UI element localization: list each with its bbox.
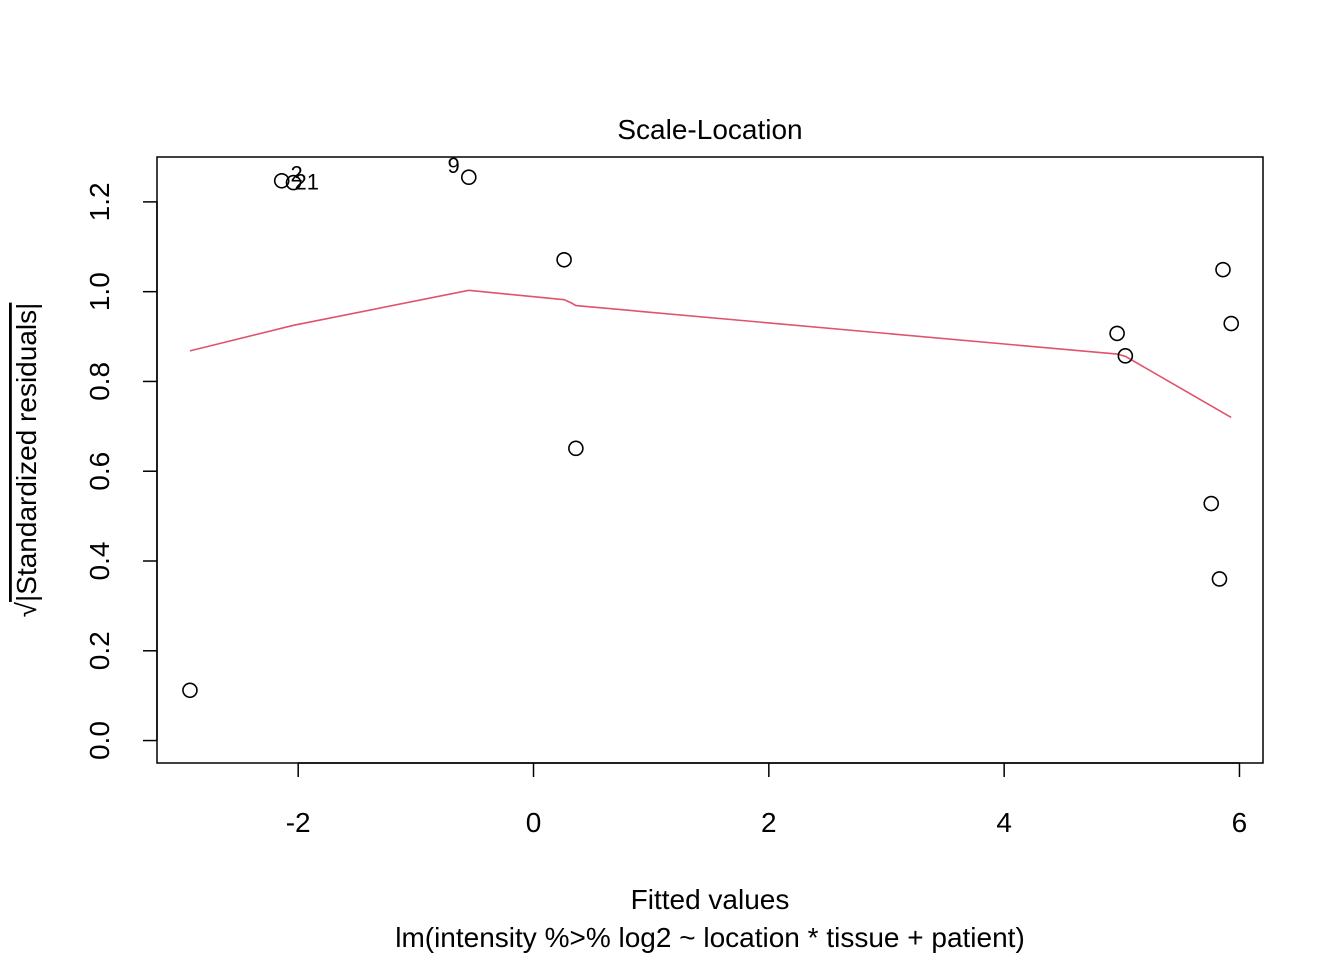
data-point: [1203, 495, 1220, 512]
data-point: [568, 440, 584, 457]
y-tick-label: 0.0: [84, 721, 115, 760]
y-tick-label: 1.2: [84, 182, 115, 221]
data-point: [182, 682, 198, 699]
x-tick-label: 4: [996, 807, 1012, 838]
smooth-line: [189, 289, 1232, 419]
y-tick-label: 0.8: [84, 362, 115, 401]
chart-title: Scale-Location: [617, 114, 802, 145]
data-point: [1211, 571, 1228, 587]
points-group: [182, 169, 1240, 699]
data-point: [460, 169, 477, 185]
x-tick-label: -2: [286, 807, 311, 838]
chart-subtitle: lm(intensity %>% log2 ~ location * tissu…: [395, 922, 1025, 953]
y-axis-label-text: |Standardized residuals|: [11, 303, 42, 602]
point-label: 21: [294, 170, 318, 195]
data-point: [1109, 325, 1125, 342]
y-tick-label: 0.2: [84, 631, 115, 670]
data-point: [1215, 261, 1231, 278]
y-axis-label-radical: √: [11, 601, 42, 617]
y-axis: 0.0 0.2 0.4 0.6 0.8 1.0 1.2: [84, 182, 158, 760]
data-point: [1117, 348, 1134, 364]
x-tick-label: 2: [761, 807, 777, 838]
y-tick-label: 1.0: [84, 272, 115, 311]
svg-text:√|Standardized residuals|: √|Standardized residuals|: [11, 303, 42, 618]
data-point: [556, 251, 572, 268]
point-labels-group: 221 9: [290, 153, 459, 194]
y-tick-label: 0.4: [84, 542, 115, 581]
data-point: [285, 174, 302, 191]
x-tick-label: 6: [1232, 807, 1248, 838]
data-point: [1223, 315, 1240, 332]
x-axis-label: Fitted values: [631, 884, 790, 915]
data-point: [273, 172, 290, 189]
y-axis-label: √|Standardized residuals|: [11, 303, 42, 618]
x-axis: -2 0 2 4 6: [286, 762, 1248, 838]
point-label: 9: [448, 153, 460, 178]
plot-frame: [156, 156, 1264, 764]
x-tick-label: 0: [526, 807, 542, 838]
point-label: 2: [290, 162, 302, 187]
y-tick-label: 0.6: [84, 452, 115, 491]
smooth-line-group: [189, 289, 1232, 419]
